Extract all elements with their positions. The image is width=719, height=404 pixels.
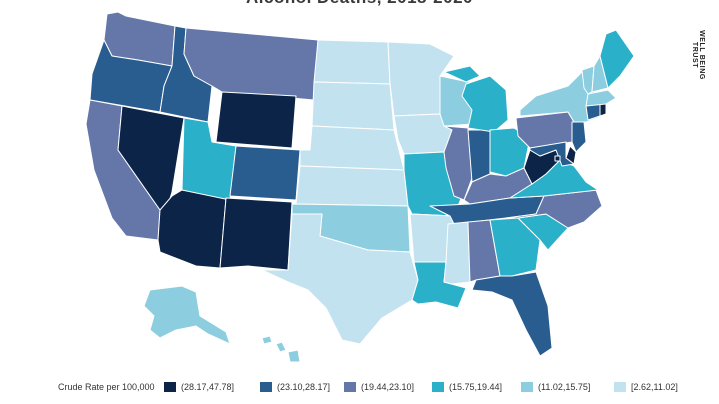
state-HI — [261, 335, 301, 363]
legend-label: (19.44,23.10] — [361, 382, 415, 392]
legend-item: [2.62,11.02] — [614, 382, 678, 392]
legend-item: (19.44,23.10] — [344, 382, 414, 392]
legend-title: Crude Rate per 100,000 — [58, 382, 155, 392]
legend-swatch — [164, 382, 176, 392]
legend-item: (23.10,28.17] — [260, 382, 330, 392]
map-svg — [85, 11, 635, 363]
state-WY — [215, 91, 297, 149]
legend-swatch — [614, 382, 626, 392]
state-MA — [585, 89, 617, 107]
legend-label: [2.62,11.02] — [631, 382, 678, 392]
legend-swatch — [260, 382, 272, 392]
state-CO — [229, 145, 301, 201]
state-NM — [219, 197, 293, 271]
state-VT — [581, 65, 595, 95]
legend-swatch — [521, 382, 533, 392]
map-legend: Crude Rate per 100,000 (28.17,47.78] (23… — [0, 382, 719, 396]
state-IN — [467, 129, 491, 183]
legend-item: (11.02,15.75] — [521, 382, 590, 392]
state-NJ — [571, 121, 587, 153]
state-TX — [261, 213, 419, 345]
state-DC — [554, 155, 561, 162]
state-ND — [313, 39, 391, 85]
state-AK — [143, 285, 231, 345]
map-title: Alcohol Deaths, 2018-2020 — [0, 0, 719, 8]
legend-swatch — [344, 382, 356, 392]
state-NE — [299, 125, 405, 171]
state-RI — [599, 103, 607, 117]
state-ME — [599, 29, 635, 89]
state-AZ — [157, 189, 227, 269]
us-choropleth-map — [85, 11, 635, 363]
legend-label: (11.02,15.75] — [538, 382, 591, 392]
state-NC — [505, 189, 603, 229]
legend-label: (23.10,28.17] — [277, 382, 331, 392]
state-MS — [443, 221, 471, 285]
state-KS — [295, 165, 409, 207]
state-FL — [471, 271, 553, 357]
legend-item: (15.75,19.44] — [432, 382, 502, 392]
legend-label: (28.17,47.78] — [181, 382, 235, 392]
legend-item: (28.17,47.78] — [164, 382, 234, 392]
state-MD — [529, 141, 575, 167]
legend-swatch — [432, 382, 444, 392]
legend-label: (15.75,19.44] — [449, 382, 503, 392]
state-SD — [311, 81, 395, 131]
